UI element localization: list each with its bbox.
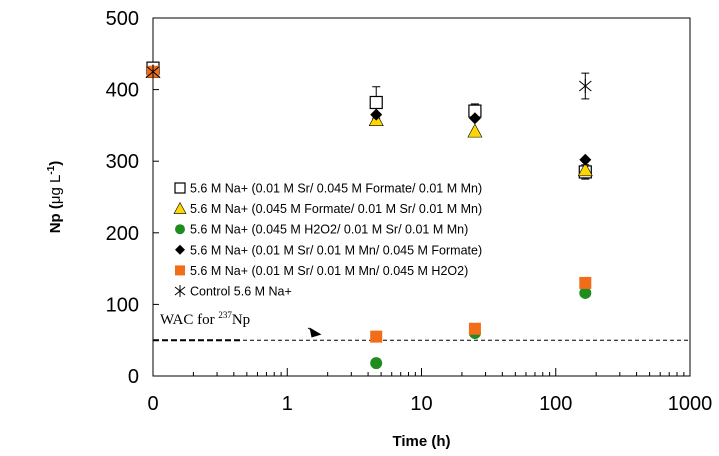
data-point-series-2 [467, 123, 483, 138]
data-point-series-4 [370, 108, 383, 121]
legend-entry-4: 5.6 M Na+ (0.01 M Sr/ 0.01 M Mn/ 0.045 M… [190, 243, 482, 257]
data-point-series-1 [369, 95, 383, 110]
data-point-series-2 [577, 162, 593, 177]
data-point-series-5 [579, 276, 592, 289]
legend-entry-3: 5.6 M Na+ (0.045 M H2O2/ 0.01 M Sr/ 0.01… [190, 223, 468, 237]
legend-entry-1: 5.6 M Na+ (0.01 M Sr/ 0.045 M Formate/ 0… [190, 182, 482, 196]
legend-marker-5 [175, 265, 185, 276]
x-tick-label: 1 [282, 393, 293, 415]
data-point-series-6 [578, 79, 592, 94]
legend-entry-2: 5.6 M Na+ (0.045 M Formate/ 0.01 M Sr/ 0… [190, 202, 482, 216]
legend-marker-4 [175, 244, 185, 255]
wac-label-sup: 237 [218, 310, 232, 320]
data-point-series-6-stroke [146, 66, 160, 78]
y-tick-label: 500 [106, 8, 139, 30]
data-point-series-6-stroke [578, 80, 592, 92]
legend-marker-6 [174, 285, 186, 297]
legend-marker-1 [174, 182, 186, 194]
y-tick-label: 300 [106, 151, 139, 173]
data-point-series-3 [370, 357, 383, 370]
y-tick-label: 0 [128, 366, 139, 388]
x-tick-label: 10 [410, 393, 432, 415]
legend-marker-3 [175, 224, 185, 235]
wac-arrow-head [309, 327, 322, 338]
x-tick-label: 0 [147, 393, 158, 415]
y-axis-title-sup: -1 [46, 165, 57, 174]
data-point-series-3 [579, 286, 592, 299]
y-tick-label: 200 [106, 223, 139, 245]
x-tick-label: 100 [539, 393, 572, 415]
data-point-series-5 [370, 330, 383, 343]
data-point-series-4 [468, 112, 481, 125]
x-axis-title: Time (h) [392, 433, 450, 450]
y-axis-title: Np (μg L-1) [46, 161, 64, 234]
data-point-series-5 [468, 322, 481, 335]
reference-line-group: WAC for 237Np [153, 310, 690, 342]
legend-entry-6: Control 5.6 M Na+ [190, 285, 292, 299]
legend: 5.6 M Na+ (0.01 M Sr/ 0.045 M Formate/ 0… [173, 182, 482, 299]
wac-label-end: Np [232, 312, 250, 328]
x-tick-label: 1000 [668, 393, 713, 415]
legend-marker-2 [173, 201, 187, 214]
y-tick-label: 100 [106, 294, 139, 316]
data-point-series-4 [579, 153, 592, 166]
y-axis-title-text: Np ( [47, 204, 64, 233]
wac-label-main: WAC for [160, 312, 218, 328]
axis-titles: Time (h) Np (μg L-1) [46, 161, 451, 450]
y-tick-label: 400 [106, 80, 139, 102]
wac-label: WAC for 237Np [160, 310, 250, 328]
legend-entry-5: 5.6 M Na+ (0.01 M Sr/ 0.01 M Mn/ 0.045 M… [190, 264, 468, 278]
axes: 0 100 200 300 400 500 0 1 10 100 1000 [106, 8, 713, 415]
y-axis-title-close: ) [47, 161, 64, 166]
legend-marker-6-stroke [174, 286, 186, 296]
y-axis-title-unit: μg L [47, 175, 64, 205]
data-points [145, 61, 593, 370]
data-point-series-6 [146, 64, 160, 79]
